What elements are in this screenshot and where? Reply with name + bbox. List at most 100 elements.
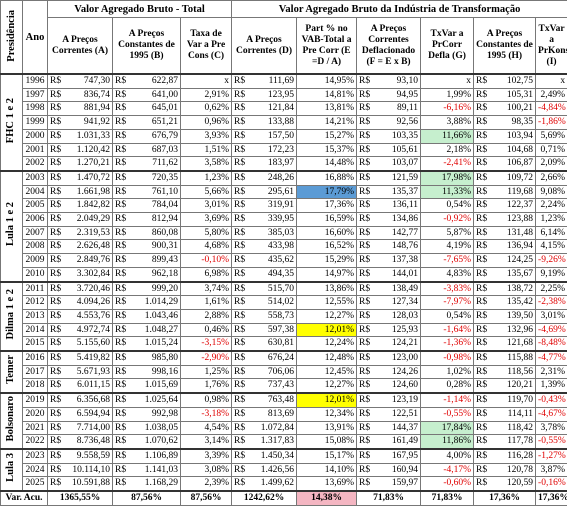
currency-symbol: R$ — [115, 379, 126, 392]
currency-symbol: R$ — [359, 144, 370, 157]
currency-symbol: R$ — [115, 89, 126, 102]
value-cell: R$124,25 — [474, 254, 536, 268]
currency-symbol: R$ — [476, 366, 487, 379]
value-cell: R$131,48 — [474, 226, 536, 240]
value-cell: -8,48% — [536, 337, 567, 351]
currency-symbol: R$ — [476, 408, 487, 421]
currency-value: R$124,60 — [359, 379, 418, 392]
currency-symbol: R$ — [234, 213, 245, 226]
currency-value: R$747,30 — [50, 75, 110, 88]
currency-symbol: R$ — [115, 296, 126, 309]
value-cell: -0,16% — [536, 477, 567, 491]
amount: 102,75 — [507, 75, 533, 88]
value-cell: R$761,10 — [113, 185, 181, 199]
currency-value: R$248,26 — [234, 172, 294, 185]
currency-symbol: R$ — [50, 477, 61, 490]
amount: 94,95 — [397, 89, 418, 102]
amount: 2.626,48 — [77, 240, 110, 253]
amount: 836,74 — [84, 89, 110, 102]
currency-symbol: R$ — [359, 75, 370, 88]
currency-symbol: R$ — [359, 464, 370, 477]
total-value: 17,36% — [536, 491, 567, 505]
amount: 128,03 — [392, 310, 418, 323]
value-cell: 12,27% — [297, 379, 357, 393]
currency-value: R$123,88 — [476, 213, 533, 226]
currency-value: R$121,68 — [476, 337, 533, 350]
currency-symbol: R$ — [359, 213, 370, 226]
currency-value: R$139,50 — [476, 310, 533, 323]
currency-value: R$89,11 — [359, 102, 418, 115]
currency-value: R$676,24 — [234, 352, 294, 365]
currency-value: R$142,77 — [359, 227, 418, 240]
amount: 115,88 — [507, 352, 533, 365]
currency-value: R$2.049,29 — [50, 213, 110, 226]
currency-symbol: R$ — [476, 186, 487, 199]
currency-symbol: R$ — [359, 116, 370, 129]
value-cell: R$159,97 — [357, 477, 421, 491]
amount: 1.048,27 — [145, 324, 178, 337]
currency-symbol: R$ — [234, 352, 245, 365]
value-cell: R$433,98 — [232, 240, 297, 254]
value-cell: R$10.114,10 — [48, 463, 113, 477]
value-cell: R$137,38 — [357, 254, 421, 268]
value-cell: -3,18% — [181, 407, 232, 421]
amount: 103,94 — [507, 130, 533, 143]
value-cell: 3,08% — [181, 463, 232, 477]
value-cell: R$89,11 — [357, 102, 421, 116]
amount: 133,88 — [268, 116, 294, 129]
value-cell: R$139,50 — [474, 309, 536, 323]
currency-value: R$105,31 — [476, 89, 533, 102]
value-cell: 14,21% — [297, 116, 357, 130]
value-cell: -4,77% — [536, 351, 567, 365]
currency-symbol: R$ — [234, 240, 245, 253]
currency-value: R$763,48 — [234, 394, 294, 407]
currency-value: R$558,73 — [234, 310, 294, 323]
currency-value: R$ 1.426,56 — [234, 464, 294, 477]
amount: 1.426,56 — [261, 464, 294, 477]
value-cell: 9,08% — [536, 185, 567, 199]
currency-value: R$120,59 — [476, 477, 533, 490]
amount: 2.049,29 — [77, 213, 110, 226]
currency-symbol: R$ — [234, 296, 245, 309]
value-cell: -2,38% — [536, 296, 567, 310]
value-cell: R$2.849,76 — [48, 254, 113, 268]
currency-value: R$1.842,82 — [50, 199, 110, 212]
currency-value: R$103,07 — [359, 157, 418, 170]
value-cell: 0,54% — [421, 309, 474, 323]
amount: 899,43 — [152, 254, 178, 267]
currency-symbol: R$ — [359, 227, 370, 240]
amount: 385,03 — [268, 227, 294, 240]
value-cell: R$1.499,62 — [232, 477, 297, 491]
value-cell: 0,62% — [181, 102, 232, 116]
currency-symbol: R$ — [115, 116, 126, 129]
value-cell: -1,36% — [421, 337, 474, 351]
currency-symbol: R$ — [115, 366, 126, 379]
value-cell: 12,24% — [297, 337, 357, 351]
currency-value: R$118,42 — [476, 422, 533, 435]
value-cell: R$1.014,29 — [113, 296, 181, 310]
currency-symbol: R$ — [476, 268, 487, 281]
currency-symbol: R$ — [476, 75, 487, 88]
currency-symbol: R$ — [476, 296, 487, 309]
amount: 1.317,83 — [261, 435, 294, 448]
currency-value: R$687,03 — [115, 144, 178, 157]
currency-value: R$645,01 — [115, 102, 178, 115]
value-cell: 17,84% — [421, 421, 474, 435]
currency-symbol: R$ — [476, 254, 487, 267]
currency-symbol: R$ — [115, 408, 126, 421]
amount: 3.302,84 — [77, 268, 110, 281]
currency-symbol: R$ — [115, 310, 126, 323]
value-cell: R$127,34 — [357, 296, 421, 310]
currency-symbol: R$ — [234, 464, 245, 477]
currency-symbol: R$ — [476, 310, 487, 323]
amount: 339,95 — [268, 213, 294, 226]
currency-value: R$761,10 — [115, 186, 178, 199]
